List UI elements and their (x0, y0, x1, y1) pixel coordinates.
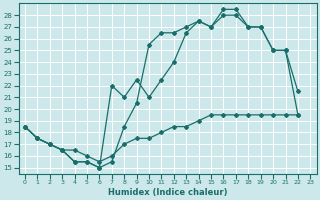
X-axis label: Humidex (Indice chaleur): Humidex (Indice chaleur) (108, 188, 228, 197)
